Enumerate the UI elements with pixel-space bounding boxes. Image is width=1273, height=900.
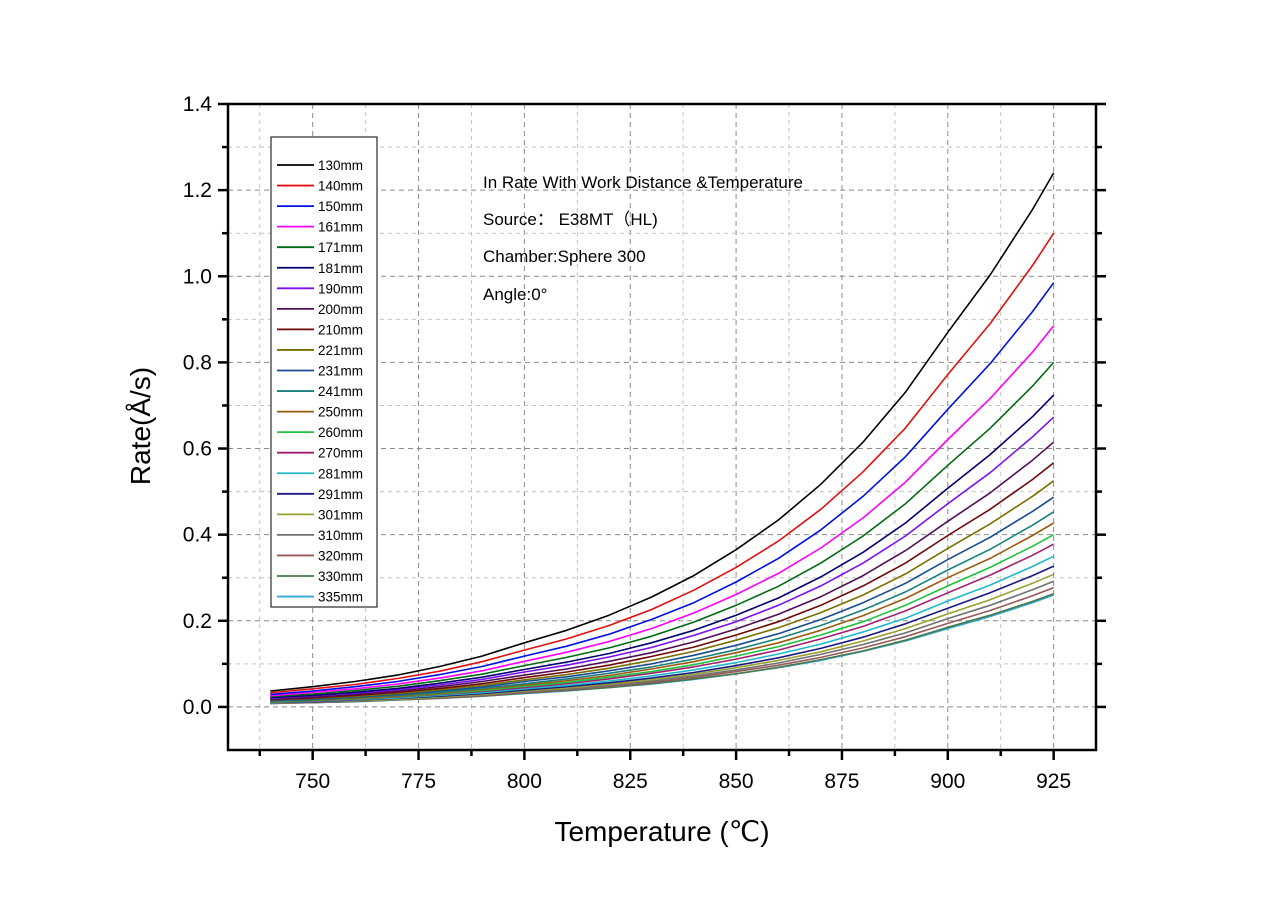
series-lines	[270, 172, 1055, 705]
legend-item: 171mm	[277, 240, 363, 255]
legend-label: 171mm	[318, 240, 363, 255]
annotations: In Rate With Work Distance &Temperature …	[483, 173, 803, 304]
legend-label: 270mm	[318, 446, 363, 461]
legend-label: 210mm	[318, 322, 363, 337]
legend-item: 270mm	[277, 446, 363, 461]
series-line-140mm	[270, 232, 1055, 694]
legend-item: 335mm	[277, 590, 363, 605]
legend-item: 260mm	[277, 425, 363, 440]
series-line-200mm	[270, 441, 1055, 700]
legend-label: 301mm	[318, 507, 363, 522]
legend-label: 231mm	[318, 364, 363, 379]
x-tick-label: 750	[295, 770, 330, 793]
annotation-angle: Angle:0°	[483, 285, 547, 304]
legend-label: 320mm	[318, 548, 363, 563]
legend-item: 200mm	[277, 302, 363, 317]
legend-item: 221mm	[277, 343, 363, 358]
legend-label: 140mm	[318, 179, 363, 194]
legend-label: 330mm	[318, 569, 363, 584]
y-tick-label: 0.2	[183, 610, 212, 633]
legend-label: 150mm	[318, 199, 363, 214]
legend-item: 281mm	[277, 466, 363, 481]
y-tick-label: 1.2	[183, 179, 212, 202]
legend: 130mm 140mm 150mm 161mm 171mm 181mm 190mm 200mm…	[270, 136, 378, 608]
series-line-281mm	[270, 555, 1055, 704]
x-tick-label: 900	[930, 770, 965, 793]
legend-item: 250mm	[277, 405, 363, 420]
legend-item: 330mm	[277, 569, 363, 584]
legend-item: 241mm	[277, 384, 363, 399]
series-line-241mm	[270, 511, 1055, 703]
y-tick-label: 1.0	[183, 265, 212, 288]
legend-item: 140mm	[277, 179, 363, 194]
series-line-171mm	[270, 361, 1055, 698]
series-line-130mm	[270, 172, 1055, 692]
legend-item: 210mm	[277, 322, 363, 337]
y-tick-label: 1.4	[183, 93, 213, 116]
legend-label: 161mm	[318, 220, 363, 235]
legend-label: 241mm	[318, 384, 363, 399]
legend-item: 291mm	[277, 487, 363, 502]
annotation-source: Source： E38MT（HL)	[483, 210, 658, 229]
series-line-231mm	[270, 496, 1055, 702]
legend-label: 190mm	[318, 281, 363, 296]
legend-label: 310mm	[318, 528, 363, 543]
x-tick-label: 850	[719, 770, 754, 793]
legend-item: 190mm	[277, 281, 363, 296]
annotation-title: In Rate With Work Distance &Temperature	[483, 173, 803, 192]
legend-label: 181mm	[318, 261, 363, 276]
x-axis-title: Temperature (℃)	[554, 816, 769, 847]
x-tick-label: 925	[1036, 770, 1071, 793]
annotation-chamber: Chamber:Sphere 300	[483, 247, 646, 266]
legend-item: 150mm	[277, 199, 363, 214]
legend-item: 181mm	[277, 261, 363, 276]
x-tick-label: 775	[401, 770, 436, 793]
legend-label: 281mm	[318, 466, 363, 481]
legend-item: 320mm	[277, 548, 363, 563]
legend-label: 260mm	[318, 425, 363, 440]
y-axis-title: Rate(Å/s)	[125, 367, 156, 485]
legend-item: 130mm	[277, 158, 363, 173]
legend-item: 310mm	[277, 528, 363, 543]
x-tick-labels: 750 775 800 825 850 875 900 925	[295, 770, 1071, 793]
series-line-210mm	[270, 462, 1055, 701]
x-tick-label: 825	[613, 770, 648, 793]
y-tick-label: 0.4	[183, 524, 213, 547]
legend-label: 250mm	[318, 405, 363, 420]
axis-ticks	[218, 102, 1106, 760]
series-line-150mm	[270, 282, 1055, 696]
y-tick-label: 0.6	[183, 438, 212, 461]
x-tick-label: 875	[824, 770, 859, 793]
y-tick-label: 0.8	[183, 351, 212, 374]
legend-label: 221mm	[318, 343, 363, 358]
x-tick-label: 800	[507, 770, 542, 793]
legend-label: 335mm	[318, 590, 363, 605]
series-line-250mm	[270, 522, 1055, 703]
series-line-190mm	[270, 416, 1055, 700]
plot-frame	[226, 102, 1098, 752]
series-line-221mm	[270, 480, 1055, 701]
y-tick-label: 0.0	[183, 696, 212, 719]
y-tick-labels: 0.0 0.2 0.4 0.6 0.8 1.0 1.2 1.4	[183, 93, 213, 719]
legend-box	[270, 136, 378, 608]
series-line-161mm	[270, 325, 1055, 697]
legend-item: 301mm	[277, 507, 363, 522]
series-line-301mm	[270, 573, 1055, 704]
legend-label: 200mm	[318, 302, 363, 317]
series-line-181mm	[270, 394, 1055, 699]
legend-label: 130mm	[318, 158, 363, 173]
legend-label: 291mm	[318, 487, 363, 502]
legend-item: 231mm	[277, 364, 363, 379]
legend-item: 161mm	[277, 220, 363, 235]
